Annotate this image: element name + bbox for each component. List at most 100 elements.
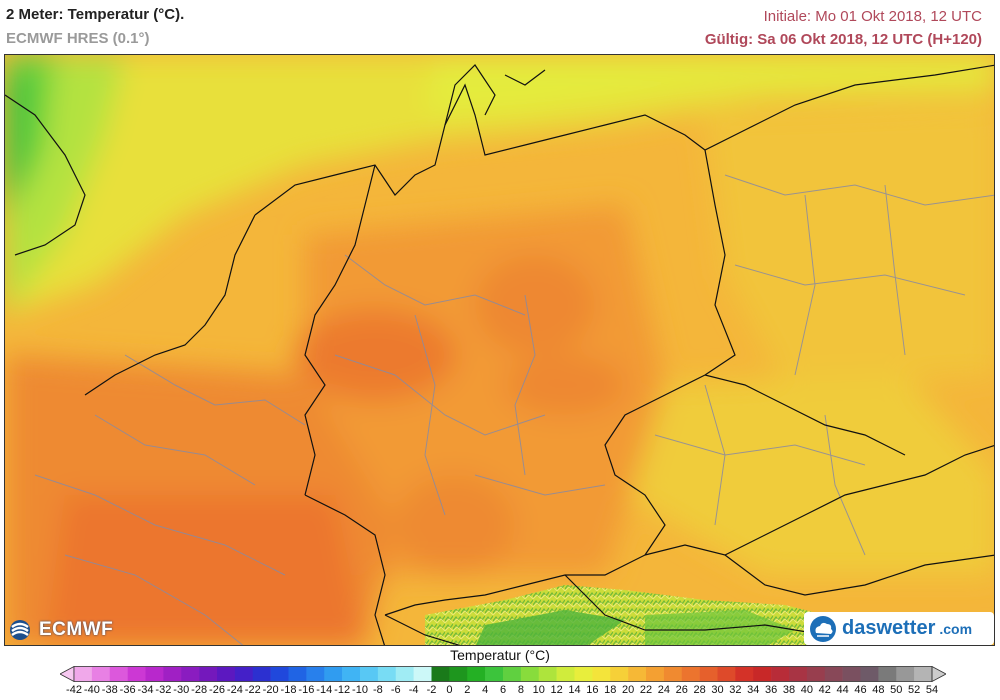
colorbar-tick-label: -10 [352,684,368,696]
colorbar-segment [646,666,665,682]
map-canvas [5,55,994,645]
colorbar-tick-label: 20 [622,684,635,696]
colorbar-tick-label: 28 [693,684,706,696]
ecmwf-wordmark: ECMWF [39,619,114,640]
legend-title: Temperatur (°C) [450,647,550,663]
colorbar-segment [485,666,504,682]
colorbar-segment [789,666,808,682]
colorbar-segment [91,666,111,682]
colorbar-tick-label: -26 [209,684,225,696]
colorbar-tick-label: 36 [765,684,778,696]
colorbar-segment [342,666,361,682]
colorbar-segment [699,666,718,682]
colorbar-segment [878,666,897,682]
color-scale-bar [60,666,946,682]
colorbar-segment [842,666,861,682]
colorbar-segment [610,666,629,682]
colorbar-segment [217,666,236,682]
colorbar-frame [73,666,933,682]
colorbar-tick-label: 12 [550,684,563,696]
colorbar-tick-label: 22 [639,684,653,696]
colorbar-max-arrow [931,666,946,682]
colorbar-segment [681,666,700,682]
colorbar-segment [556,666,575,682]
colorbar-min-arrow [60,666,75,682]
colorbar-segment [252,666,271,682]
colorbar-tick-label: 48 [872,684,885,696]
colorbar-segment [896,666,915,682]
alps-terrain [425,585,825,645]
colorbar-tick-label: 30 [711,684,724,696]
colorbar-tick-label: -16 [298,684,315,696]
colorbar-tick-label: 10 [532,684,545,696]
colorbar-tick-label: 52 [908,684,921,696]
colorbar-tick-label: -20 [262,684,279,696]
colorbar-tick-label: 18 [604,684,617,696]
colorbar-segment [324,666,343,682]
colorbar-tick-label: -36 [119,684,136,696]
colorbar-segment [270,666,289,682]
colorbar-tick-label: 24 [657,684,670,696]
colorbar-tick-label: -42 [66,684,82,696]
colorbar-tick-label: -28 [191,684,208,696]
colorbar-tick-label: 0 [446,684,453,696]
colorbar-segment [735,666,754,682]
colorbar-segment [520,666,540,682]
cloud-icon [810,615,836,642]
colorbar-segment [538,666,557,682]
colorbar-segment [127,666,146,682]
colorbar-tick-label: 14 [568,684,581,696]
valid-time: Gültig: Sa 06 Okt 2018, 12 UTC (H+120) [704,31,982,48]
country-borders [5,64,994,645]
colorbar-tick-label: -14 [316,684,333,696]
colorbar-segment [574,666,593,682]
colorbar-segment [449,666,468,682]
colorbar-tick-label: -18 [280,684,297,696]
colorbar-tick-label: 44 [836,684,849,696]
colorbar-segment [199,666,218,682]
colorbar-segment [824,666,843,682]
colorbar-segment [413,666,432,682]
colorbar-tick-label: 46 [854,684,867,696]
ecmwf-mark-icon [10,620,30,640]
colorbar-segment [860,666,879,682]
colorbar-segment [592,666,611,682]
colorbar-segment [234,666,254,682]
colorbar-tick-label: -30 [173,684,190,696]
colorbar-tick-label: -34 [137,684,154,696]
daswetter-tld: .com [939,620,973,637]
colorbar-tick-label: -2 [426,684,437,696]
colorbar-tick-label: -38 [101,684,118,696]
ecmwf-logo: ECMWF [9,617,113,643]
colorbar-tick-label: 16 [586,684,599,696]
colorbar-tick-label: -6 [390,684,401,696]
colorbar-segment [395,666,414,682]
colorbar-segment [628,666,647,682]
daswetter-logo[interactable]: daswetter .com [804,612,994,645]
colorbar-tick-label: -8 [372,684,383,696]
colorbar-tick-label: 26 [675,684,688,696]
colorbar-segment [753,666,772,682]
temperature-map[interactable]: ECMWF daswetter .com [4,54,995,646]
colorbar-segment [806,666,826,682]
colorbar-tick-label: 38 [782,684,796,696]
colorbar-tick-label: 50 [890,684,903,696]
colorbar-segment [717,666,736,682]
color-scale-ticks: -42 -40 -38 -36 -34 -32 -30 -28 -26 -24 -22 -20 -18-… [0,684,1000,698]
colorbar-tick-label: -24 [226,684,243,696]
colorbar-segment [145,666,164,682]
colorbar-tick-label: 34 [747,684,760,696]
colorbar-tick-label: 6 [499,684,507,696]
colorbar-segment [467,666,486,682]
header-title: 2 Meter: Temperatur (°C). [6,6,185,23]
colorbar-segment [109,666,128,682]
colorbar-tick-label: 8 [517,684,524,696]
colorbar-tick-label: 2 [464,684,471,696]
region-boundaries [34,174,994,645]
colorbar-segment [306,666,325,682]
colorbar-segment [771,666,790,682]
colorbar-segment [163,666,182,682]
colorbar-segment [914,666,933,682]
colorbar-tick-label: 40 [800,684,813,696]
colorbar-segment [74,666,93,682]
